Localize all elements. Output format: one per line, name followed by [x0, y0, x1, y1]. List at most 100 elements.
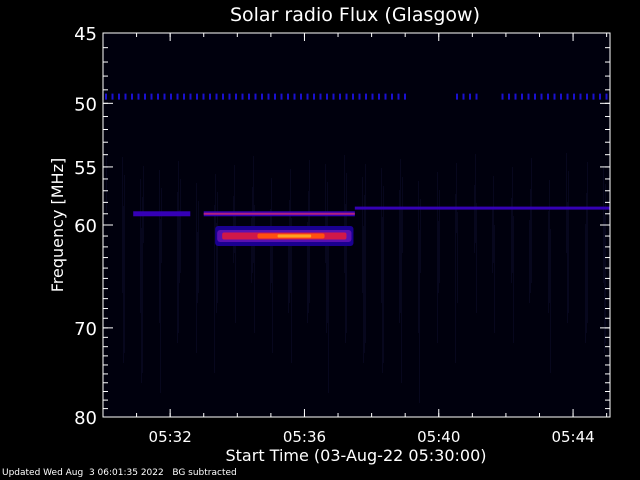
- background-striation: [586, 193, 587, 333]
- background-striation: [177, 192, 178, 343]
- background-striation: [437, 172, 438, 343]
- interference-dash: [371, 93, 374, 100]
- interference-dash: [462, 93, 465, 100]
- background-striation: [585, 224, 586, 343]
- x-tick-label: 05:44: [551, 428, 594, 446]
- y-tick-label: 80: [74, 408, 97, 429]
- interference-dash: [300, 93, 302, 100]
- interference-dash: [345, 93, 348, 100]
- background-striation: [289, 200, 290, 303]
- background-striation: [235, 214, 236, 323]
- interference-dash: [560, 93, 562, 100]
- background-striation: [566, 153, 567, 253]
- background-striation: [474, 185, 475, 253]
- interference-dash: [456, 93, 458, 100]
- background-striation: [198, 201, 199, 293]
- background-striation: [511, 198, 512, 283]
- background-striation: [197, 232, 198, 303]
- interference-dash: [150, 93, 153, 100]
- interference-dash: [124, 93, 127, 100]
- interference-dash: [319, 93, 322, 100]
- interference-dash: [339, 93, 341, 100]
- burst-peak: [277, 234, 312, 238]
- interference-dash: [202, 93, 205, 100]
- interference-dash: [579, 93, 582, 100]
- background-striation: [493, 176, 494, 263]
- background-striation: [326, 213, 327, 333]
- background-striation: [159, 170, 160, 323]
- interference-dash: [287, 93, 289, 100]
- background-striation: [160, 219, 161, 393]
- interference-dash: [469, 93, 471, 100]
- interference-dash: [248, 93, 250, 100]
- background-striation: [439, 190, 440, 283]
- x-axis-label: Start Time (03-Aug-22 05:30:00): [226, 446, 487, 465]
- y-axis: 45 50 55 60 70 80: [74, 24, 610, 429]
- interference-dash: [605, 93, 608, 100]
- interference-dash: [527, 93, 530, 100]
- interference-dash: [157, 93, 159, 100]
- background-striation: [327, 182, 328, 323]
- background-striation: [143, 166, 144, 243]
- y-axis-label: Frequency [MHz]: [48, 158, 67, 292]
- x-tick-label: 05:40: [417, 428, 460, 446]
- background-striation: [530, 189, 531, 293]
- background-striation: [123, 206, 124, 363]
- x-tick-label: 05:32: [149, 428, 192, 446]
- background-striation: [455, 194, 456, 363]
- background-striation: [420, 199, 421, 273]
- background-striation: [513, 216, 514, 343]
- background-striation: [401, 208, 402, 383]
- background-striation: [400, 159, 401, 313]
- band-core: [203, 212, 355, 215]
- background-striation: [438, 221, 439, 293]
- background-striation: [362, 177, 363, 293]
- background-striation: [587, 162, 588, 323]
- background-striation: [142, 197, 143, 373]
- interference-dash: [293, 93, 296, 100]
- background-striation: [605, 184, 606, 343]
- updated-timestamp: Updated Wed Aug 3 06:01:35 2022: [2, 468, 164, 478]
- background-striation: [196, 183, 197, 353]
- background-striation: [382, 217, 383, 373]
- interference-dash: [475, 93, 478, 100]
- interference-dash: [280, 93, 283, 100]
- background-striation: [363, 226, 364, 363]
- plot-area: [103, 33, 610, 417]
- interference-dash: [547, 93, 549, 100]
- background-striation: [178, 161, 179, 333]
- background-striation: [328, 231, 329, 393]
- background-striation: [531, 158, 532, 283]
- background-striation: [216, 223, 217, 313]
- background-striation: [161, 188, 162, 263]
- interference-dash: [326, 93, 328, 100]
- interference-dash: [137, 93, 140, 100]
- background-striation: [476, 203, 477, 313]
- background-striation: [254, 205, 255, 333]
- y-tick-label: 45: [74, 24, 97, 45]
- interference-dash: [144, 93, 146, 100]
- band-segment: [133, 211, 191, 217]
- interference-dash: [501, 93, 504, 100]
- interference-dash: [404, 93, 406, 100]
- background-striation: [251, 218, 252, 283]
- band-segment: [354, 206, 610, 210]
- feature-1: [133, 211, 191, 217]
- background-striation: [550, 229, 551, 373]
- interference-dash: [261, 93, 263, 100]
- interference-dash: [176, 93, 179, 100]
- background-striation: [253, 156, 254, 263]
- background-striation: [217, 192, 218, 303]
- interference-dash: [573, 93, 575, 100]
- interference-dash: [118, 93, 120, 100]
- background-striation: [494, 225, 495, 333]
- interference-dash: [306, 93, 309, 100]
- interference-dash: [228, 93, 231, 100]
- feature-3: [354, 206, 610, 210]
- background-striation: [122, 157, 123, 293]
- background-striation: [512, 167, 513, 273]
- background-striation: [418, 181, 419, 333]
- background-striation: [214, 205, 215, 373]
- background-striation: [307, 222, 308, 323]
- background-striation: [106, 153, 107, 213]
